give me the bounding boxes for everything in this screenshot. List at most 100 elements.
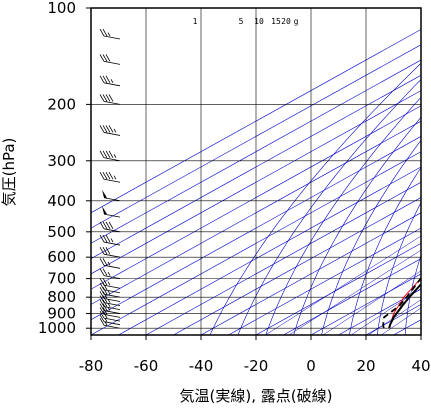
wind-barb (99, 150, 121, 162)
wind-barb-halfflag (107, 32, 111, 37)
wind-barb-halfflag (107, 271, 111, 276)
y-tick-label: 100 (47, 0, 76, 17)
wind-barb-flag (99, 268, 105, 276)
wind-barb-flag (102, 246, 108, 255)
x-axis-title: 気温(実線), 露点(破線) (180, 387, 333, 405)
wind-barb-flag (99, 291, 105, 299)
wind-barb-flag (99, 303, 105, 311)
wind-barb (99, 54, 121, 65)
isotherm-line (91, 136, 421, 321)
wind-barb-flag (102, 28, 108, 37)
wind-barb-flag (108, 94, 114, 102)
wind-barb-staff (103, 178, 121, 183)
isotherm-line (91, 59, 421, 244)
wind-barb-pennant (102, 189, 107, 198)
mixing-ratio-line (322, 270, 421, 335)
wind-barb-flag (99, 125, 105, 133)
wind-barb (99, 314, 121, 326)
wind-barb-halfflag (113, 175, 117, 180)
mixing-ratio-label: 1 (193, 17, 198, 26)
wind-barb-staff (103, 241, 121, 246)
mixing-ratio-label: 20 (281, 17, 291, 26)
mixing-ratio-label: g (294, 17, 299, 26)
wind-barb (99, 291, 121, 302)
isotherm-line (200, 212, 421, 335)
wind-barb-flag (99, 75, 105, 84)
dry-adiabat-line (209, 62, 421, 335)
wind-barb-flag (105, 246, 111, 255)
y-tick-label: 300 (47, 152, 76, 170)
wind-barb-staff (103, 289, 121, 294)
wind-barb-flag (99, 94, 105, 102)
x-tick-label: -20 (244, 357, 269, 375)
wind-barb (100, 0, 120, 9)
x-tick-label: -40 (189, 357, 214, 375)
wind-barb-flag (102, 291, 108, 299)
wind-barb (99, 295, 121, 307)
wind-barb-staff (103, 306, 121, 311)
mixing-ratio-line (265, 235, 421, 335)
wind-barb-staff (103, 82, 121, 87)
axis-ticks: -80 -60 -40 -20 0 20 40 100 200 300 400 500 600 70080… (38, 0, 431, 375)
y-tick-label: 800 (47, 288, 76, 306)
wind-barb (99, 28, 121, 40)
wind-barb-flag (99, 172, 105, 180)
wind-barb-flag (105, 221, 111, 230)
wind-barb-flag (105, 150, 111, 158)
dry-adiabat-line (377, 201, 421, 335)
wind-barb-staff (103, 310, 121, 314)
wind-barb-flag (102, 75, 108, 84)
wind-barb-flag (99, 299, 105, 307)
wind-barb-flag (99, 314, 105, 322)
wind-barb-flag (108, 172, 114, 180)
wind-barb (99, 286, 121, 298)
x-tick-label: 40 (411, 357, 430, 375)
wind-barb-flag (99, 28, 105, 37)
wind-barb-flag (99, 307, 105, 315)
isotherm-line (420, 334, 421, 335)
wind-barb-staff (103, 317, 121, 322)
wind-barb-flag (105, 172, 111, 180)
wind-barb-staff (103, 132, 121, 136)
wind-barb-flag (99, 318, 105, 326)
wind-barb (102, 189, 121, 202)
isotherm-line (91, 74, 421, 259)
y-axis-title: 気圧(hPa) (0, 138, 18, 207)
wind-barb-flag (108, 150, 114, 158)
wind-barb-flag (103, 0, 107, 5)
wind-barb (99, 303, 121, 314)
wind-barb-flag (100, 0, 104, 5)
y-tick-label: 700 (47, 270, 76, 288)
wind-barb (99, 172, 121, 183)
wind-barb-flag (105, 125, 111, 133)
isotherm-line (310, 273, 421, 335)
wind-barb-flag (108, 221, 114, 230)
wind-barb-flag (102, 268, 108, 276)
wind-barb-flag (105, 94, 111, 102)
wind-barb-staff (103, 60, 121, 65)
wind-barb-flag (99, 282, 105, 290)
wind-barb-staff (103, 293, 121, 298)
isotherm-line (255, 242, 421, 335)
wind-barb-flag (102, 278, 108, 286)
mixing-ratio-line (351, 288, 421, 335)
wind-barb-flag (99, 150, 105, 158)
wind-barb-flag (99, 246, 105, 255)
isotherm-line (173, 197, 421, 335)
y-tick-label: 600 (47, 248, 76, 266)
wind-barb-pennant (102, 206, 107, 215)
wind-barb-halfflag (107, 290, 111, 295)
wind-barb-flag (108, 125, 114, 133)
wind-barb-staff (103, 284, 121, 289)
wind-barb-flag (99, 295, 105, 303)
wind-barb-halfflag (110, 238, 114, 243)
wind-barb-flag (102, 295, 108, 303)
isotherm-line (91, 29, 421, 214)
wind-barb-staff (103, 264, 121, 269)
wind-barb-staff (103, 321, 121, 326)
x-tick-label: 20 (356, 357, 375, 375)
wind-barb-flag (99, 54, 105, 62)
mixing-ratio-labels: 1 5 10 15 20 g (193, 17, 299, 26)
mixing-ratio-label: 15 (271, 17, 281, 26)
